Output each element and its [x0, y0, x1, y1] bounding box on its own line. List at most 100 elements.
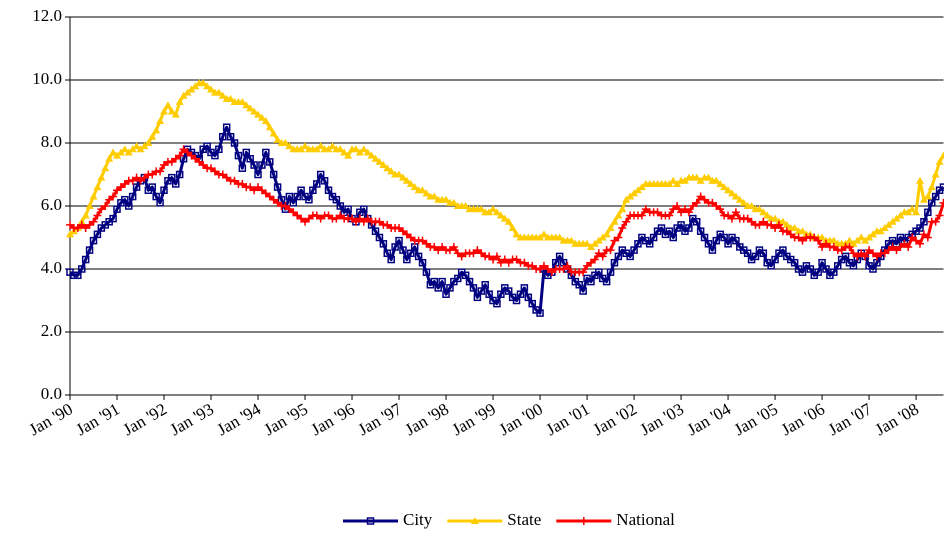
point	[712, 176, 721, 184]
series	[66, 79, 944, 250]
point	[692, 173, 701, 181]
point	[771, 214, 780, 222]
point	[324, 145, 333, 153]
point	[485, 290, 493, 298]
point	[916, 224, 924, 232]
point	[219, 132, 227, 141]
point	[66, 230, 74, 238]
point	[606, 268, 615, 276]
point	[328, 142, 337, 150]
point	[109, 148, 118, 156]
point	[473, 293, 482, 302]
point	[344, 151, 353, 159]
point	[454, 274, 462, 283]
point	[590, 255, 599, 264]
point	[857, 233, 866, 241]
point	[924, 208, 932, 217]
point	[579, 287, 587, 295]
point	[692, 218, 701, 226]
point	[630, 189, 639, 197]
point	[336, 202, 345, 210]
point	[128, 192, 137, 201]
point	[191, 82, 200, 90]
point	[489, 205, 498, 213]
y-tick-label: 6.0	[41, 195, 62, 214]
point	[767, 262, 775, 270]
point	[594, 236, 603, 244]
point	[93, 183, 102, 191]
x-tick-label: Jan '03	[637, 399, 687, 439]
point	[316, 170, 325, 179]
point	[285, 192, 294, 201]
point	[179, 91, 188, 99]
series-line	[69, 125, 944, 315]
point	[105, 154, 114, 162]
point	[371, 154, 380, 162]
point	[383, 164, 392, 172]
point	[449, 198, 458, 206]
point	[226, 132, 235, 141]
point	[218, 91, 227, 99]
point	[81, 255, 90, 264]
point	[434, 284, 442, 292]
point	[563, 261, 572, 270]
point	[622, 195, 631, 203]
point	[125, 202, 133, 210]
point	[214, 88, 223, 96]
point	[935, 157, 944, 165]
point	[215, 145, 223, 154]
x-tick-label: Jan '92	[120, 399, 170, 439]
point	[724, 186, 733, 194]
point	[175, 151, 184, 160]
point	[70, 271, 78, 280]
point	[297, 145, 306, 153]
point	[782, 220, 791, 228]
point	[258, 161, 266, 169]
point	[410, 183, 419, 191]
point	[590, 239, 599, 247]
x-tick-label: Jan '94	[214, 399, 265, 439]
point	[422, 268, 431, 276]
point	[199, 79, 208, 87]
point	[861, 236, 870, 244]
point	[743, 249, 752, 257]
point	[763, 211, 772, 219]
point	[273, 135, 282, 143]
point	[587, 277, 595, 286]
point	[156, 167, 165, 176]
point	[85, 202, 94, 209]
point	[379, 240, 388, 248]
x-tick-label: Jan '02	[590, 399, 640, 439]
point	[175, 98, 184, 106]
point	[360, 205, 368, 213]
point	[442, 195, 451, 203]
point	[132, 142, 141, 150]
point	[316, 142, 325, 150]
point	[242, 148, 251, 157]
point	[931, 170, 940, 178]
point	[665, 179, 674, 187]
point	[759, 249, 768, 257]
x-tick-label: Jan '98	[402, 399, 452, 439]
point	[778, 217, 787, 225]
point	[524, 293, 533, 302]
point	[313, 180, 321, 188]
x-tick-label: Jan '06	[778, 399, 828, 439]
point	[555, 252, 564, 261]
point	[685, 224, 693, 232]
point	[156, 116, 165, 124]
point	[696, 227, 705, 235]
point	[508, 224, 517, 232]
point	[579, 268, 588, 277]
point	[504, 287, 513, 295]
point	[665, 211, 674, 220]
x-tick-label: Jan '05	[731, 399, 781, 439]
point	[610, 258, 619, 267]
point	[614, 252, 623, 261]
point	[880, 224, 889, 232]
point	[203, 82, 212, 90]
point	[884, 220, 893, 228]
point	[387, 255, 395, 264]
legend-label: City	[403, 510, 433, 529]
